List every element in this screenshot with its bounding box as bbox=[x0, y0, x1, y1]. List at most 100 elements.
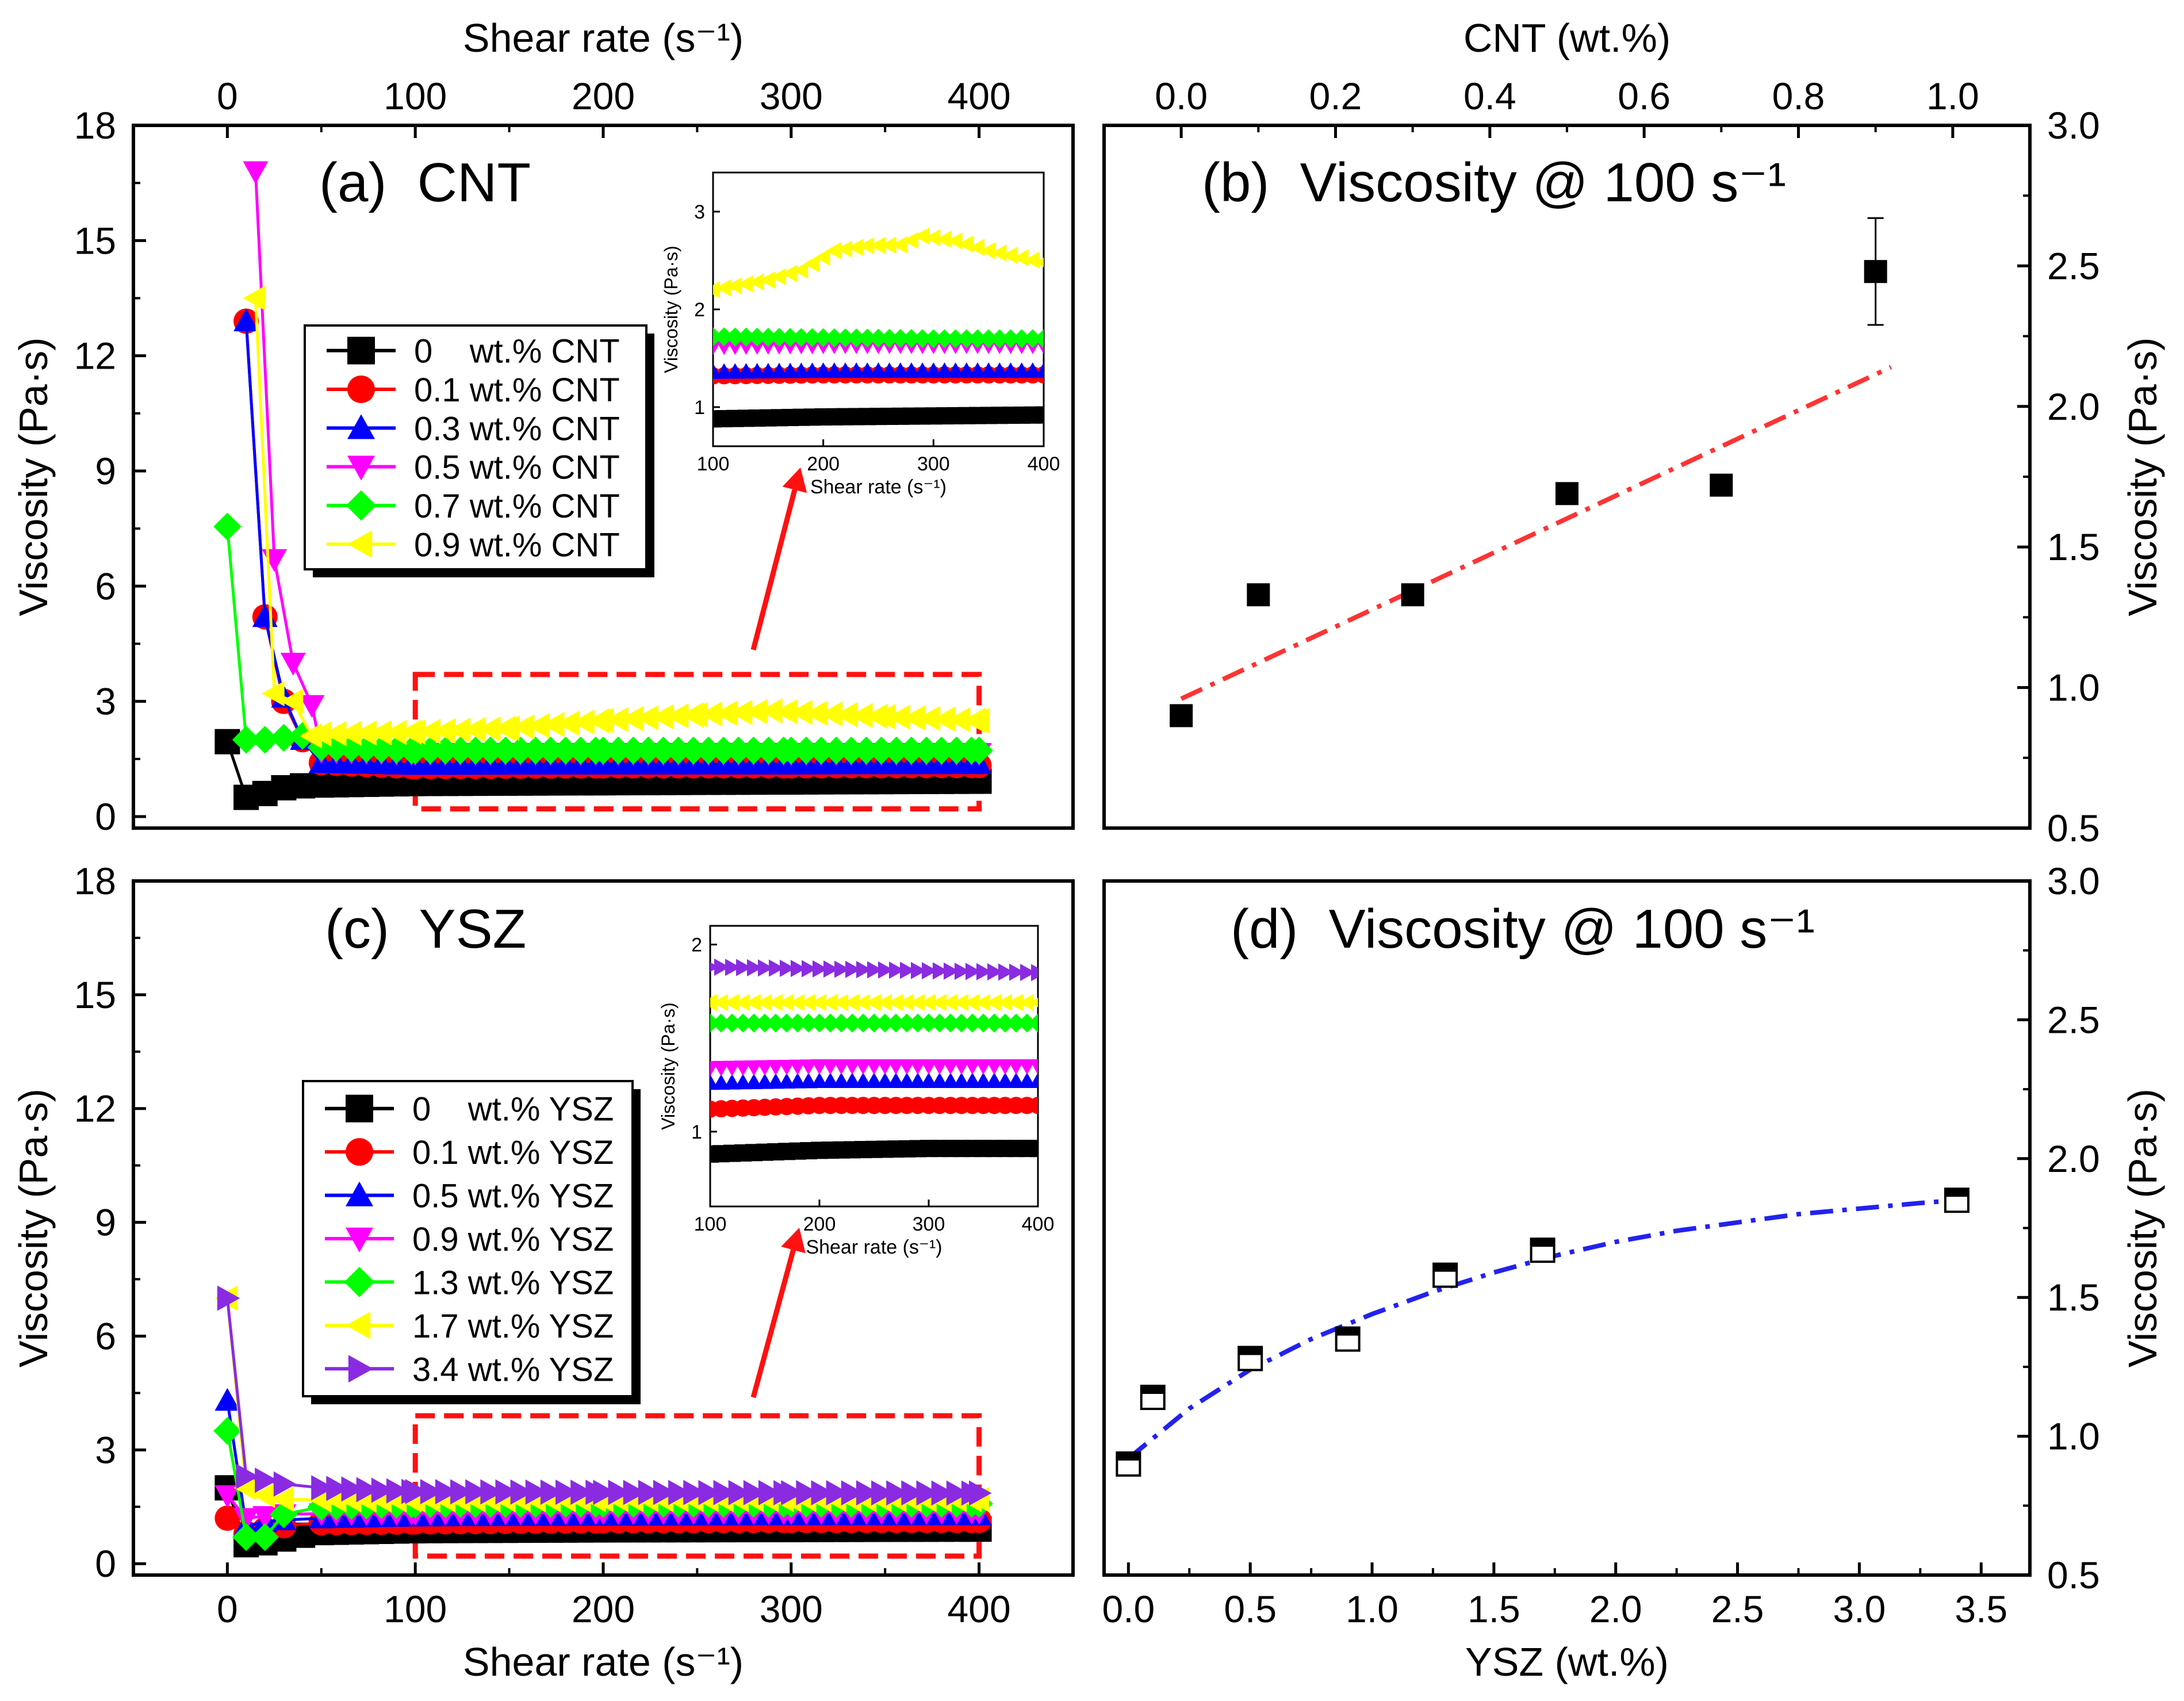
inset-point bbox=[1001, 329, 1020, 348]
x-tick-label: 2.0 bbox=[1589, 1588, 1642, 1630]
fit-line bbox=[1180, 365, 1892, 701]
inset-point bbox=[1029, 1072, 1038, 1089]
data-point bbox=[699, 701, 723, 727]
inset-y-label: Viscosity (Pa·s) bbox=[658, 1002, 679, 1130]
inset-point bbox=[936, 362, 953, 378]
inset-point bbox=[711, 1013, 731, 1033]
inset-point bbox=[942, 1059, 959, 1075]
x-axis-label: CNT (wt.%) bbox=[1463, 16, 1670, 60]
inset-point bbox=[998, 963, 1014, 981]
arrow-head bbox=[782, 468, 807, 493]
inset-point bbox=[832, 1013, 851, 1033]
data-point bbox=[566, 736, 595, 765]
inset-point bbox=[712, 1060, 730, 1076]
x-tick-label: 3.0 bbox=[1833, 1588, 1886, 1630]
x-tick-label: 0.8 bbox=[1772, 75, 1825, 117]
inset: 100 200 300 400 1 2 Shear rate (s⁻¹) Viscosity … bbox=[658, 925, 1054, 1258]
inset-y-tick-label: 1 bbox=[694, 397, 705, 419]
y-tick-label: 3 bbox=[95, 1428, 116, 1471]
y-tick-label: 2.0 bbox=[2047, 1137, 2100, 1180]
inset-point bbox=[726, 339, 744, 355]
inset-point bbox=[880, 236, 896, 254]
inset-point bbox=[855, 1059, 872, 1075]
inset-point bbox=[723, 1060, 741, 1076]
inset-point bbox=[755, 1013, 775, 1033]
data-point bbox=[709, 736, 738, 765]
data-point bbox=[233, 308, 259, 332]
inset-point bbox=[733, 1013, 753, 1033]
legend-label: 0.3 wt.% CNT bbox=[414, 410, 620, 447]
plot-area bbox=[1116, 1187, 1970, 1477]
data-point bbox=[792, 736, 821, 765]
data-point bbox=[1432, 1262, 1458, 1288]
legend-label: 0.1 wt.% YSZ bbox=[412, 1134, 614, 1171]
x-tick-label: 0.4 bbox=[1463, 75, 1516, 117]
y-axis: 0 3 6 9 12 15 18 Viscosity (Pa·s) bbox=[11, 104, 146, 838]
inset-y-tick-label: 2 bbox=[691, 934, 702, 956]
inset-point bbox=[791, 960, 806, 978]
x-tick-label: 200 bbox=[572, 75, 635, 117]
marker-top bbox=[1434, 1263, 1457, 1272]
inset-point bbox=[734, 1060, 752, 1076]
inset-point bbox=[900, 961, 915, 979]
data-point bbox=[593, 1480, 616, 1505]
data-point bbox=[942, 736, 971, 765]
data-point bbox=[243, 285, 266, 311]
inset-point bbox=[833, 1059, 850, 1075]
inset-x-tick-label: 300 bbox=[913, 1213, 945, 1235]
inset-point bbox=[833, 994, 848, 1012]
inset-point bbox=[767, 1060, 784, 1076]
data-point bbox=[271, 1487, 294, 1512]
data-point bbox=[591, 708, 614, 734]
x-tick-label: 400 bbox=[948, 75, 1011, 117]
y-axis-label: Viscosity (Pa·s) bbox=[11, 338, 56, 616]
data-point bbox=[280, 653, 306, 676]
inset-point bbox=[1035, 362, 1044, 378]
legend-box bbox=[304, 324, 647, 570]
y-tick-label: 1.0 bbox=[2047, 666, 2100, 709]
inset-point bbox=[736, 959, 752, 976]
inset-point bbox=[984, 1013, 1004, 1033]
data-point bbox=[352, 735, 381, 763]
inset-point bbox=[887, 1059, 905, 1075]
y-tick-label: 9 bbox=[95, 450, 116, 492]
data-point bbox=[1530, 1238, 1555, 1263]
data-point bbox=[299, 723, 323, 749]
inset-point bbox=[952, 1013, 971, 1033]
data-point bbox=[872, 704, 895, 730]
data-point bbox=[604, 736, 633, 765]
marker bbox=[1247, 583, 1270, 607]
data-point bbox=[619, 736, 647, 765]
data-point bbox=[405, 1478, 428, 1504]
legend-marker bbox=[347, 336, 375, 365]
panel-label: (a) CNT bbox=[319, 152, 531, 213]
inset-point bbox=[825, 328, 844, 347]
inset-point bbox=[1006, 1013, 1026, 1033]
y-axis-label: Viscosity (Pa·s) bbox=[11, 1089, 56, 1367]
legend-label: 0.9 wt.% CNT bbox=[414, 526, 620, 564]
inset-point bbox=[891, 362, 909, 378]
x-tick-label: 0.5 bbox=[1224, 1588, 1277, 1630]
inset-point bbox=[714, 327, 734, 347]
data-point bbox=[744, 699, 768, 725]
inset-point bbox=[876, 1072, 894, 1089]
x-axis: 0 100 200 300 400 Shear rate (s⁻¹) bbox=[217, 16, 1011, 138]
inset-point bbox=[748, 363, 766, 379]
legend-label: 3.4 wt.% YSZ bbox=[412, 1351, 614, 1388]
data-point bbox=[649, 736, 677, 765]
inset-point bbox=[792, 262, 809, 279]
y-tick-label: 12 bbox=[74, 1087, 116, 1130]
data-point bbox=[341, 1476, 365, 1502]
inset-point bbox=[714, 958, 730, 976]
marker-top bbox=[1531, 1239, 1554, 1247]
inset-point bbox=[756, 1060, 773, 1076]
data-point bbox=[623, 1480, 646, 1505]
legend-label: 1.3 wt.% YSZ bbox=[412, 1264, 614, 1301]
inset-point bbox=[771, 362, 788, 378]
inset-point bbox=[957, 362, 975, 378]
inset-point bbox=[990, 329, 1009, 348]
data-point bbox=[886, 1480, 909, 1506]
data-point bbox=[608, 1480, 631, 1505]
data-point bbox=[213, 512, 242, 541]
data-point bbox=[969, 1480, 992, 1506]
